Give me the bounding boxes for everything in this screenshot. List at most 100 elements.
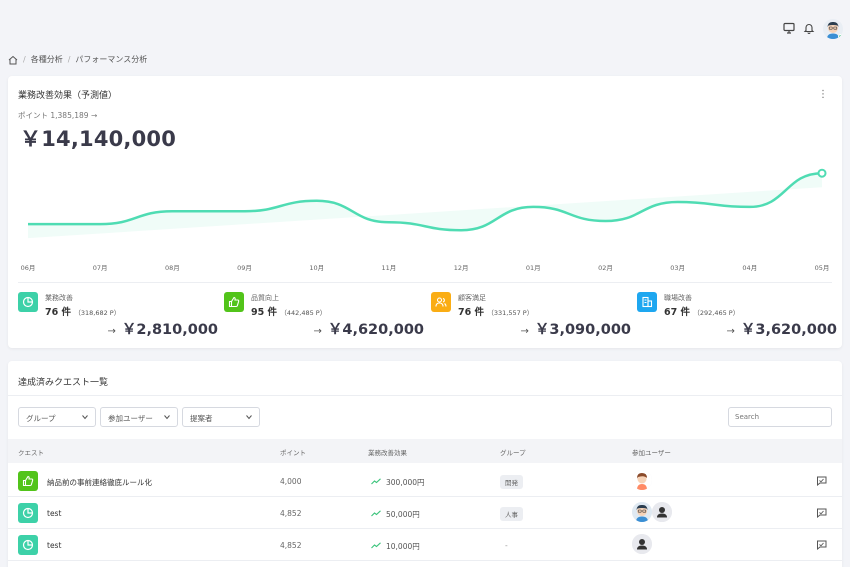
home-icon[interactable]	[8, 55, 18, 65]
monitor-icon[interactable]	[783, 22, 795, 34]
column-header-quest: クエスト	[18, 449, 44, 457]
stat-amount: → ￥2,810,000	[107, 318, 218, 339]
group-filter-select[interactable]: グループ	[18, 407, 96, 427]
quest-effect-value: 50,000円	[386, 510, 420, 519]
quest-name[interactable]: test	[47, 541, 62, 550]
pie-chart-icon	[18, 292, 38, 312]
improvement-summary-card: 業務改善効果（予測値） ⋮ ポイント 1,385,189 → ￥14,140,0…	[8, 76, 842, 348]
participant-avatar[interactable]	[632, 470, 652, 490]
quest-points: 4,000	[280, 477, 302, 486]
x-tick-label: 12月	[454, 264, 469, 272]
building-icon	[637, 292, 657, 312]
feedback-icon[interactable]	[816, 540, 827, 550]
x-tick-label: 07月	[93, 264, 108, 272]
proposer-filter-select[interactable]: 提案者	[182, 407, 260, 427]
quests-title: 達成済みクエスト一覧	[18, 378, 109, 388]
quest-effect: 300,000円	[371, 477, 425, 488]
participant-filter-select[interactable]: 参加ユーザー	[100, 407, 178, 427]
user-avatar[interactable]	[823, 19, 843, 39]
bell-icon[interactable]	[803, 22, 815, 34]
stat-name: 職場改善	[664, 294, 692, 302]
more-options-icon[interactable]: ⋮	[818, 89, 828, 100]
completed-quests-card: 達成済みクエスト一覧 グループ 参加ユーザー 提案者 クエスト ポイント 業務改…	[8, 361, 842, 567]
thumbs-up-icon	[18, 471, 38, 491]
proposer-filter-label: 提案者	[190, 414, 213, 423]
stat-count-value: 76 件	[45, 307, 72, 318]
chart-last-point[interactable]	[817, 168, 827, 178]
total-amount: ￥14,140,000	[20, 127, 177, 151]
points-total-link[interactable]: ポイント 1,385,189 →	[18, 111, 98, 120]
x-tick-label: 10月	[309, 264, 324, 272]
participant-avatars	[632, 470, 652, 490]
stat-3: 職場改善 67 件 （292,465 P） → ￥3,620,000	[637, 292, 837, 342]
trend-up-icon	[371, 478, 381, 485]
divider	[8, 395, 842, 396]
chevron-down-icon	[164, 415, 170, 420]
stat-points: （318,682 P）	[74, 309, 121, 317]
stat-count-value: 76 件	[458, 307, 485, 318]
breadcrumb-separator: /	[67, 55, 71, 64]
x-tick-label: 04月	[742, 264, 757, 272]
x-tick-label: 03月	[670, 264, 685, 272]
arrow-right-icon: →	[313, 326, 322, 337]
stat-amount: → ￥4,620,000	[313, 318, 424, 339]
quest-effect: 10,000円	[371, 541, 420, 552]
quest-effect: 50,000円	[371, 509, 420, 520]
participant-avatars	[632, 534, 652, 554]
stat-name: 業務改善	[45, 294, 73, 302]
thumbs-up-icon	[224, 292, 244, 312]
participant-filter-label: 参加ユーザー	[108, 414, 153, 423]
stat-0: 業務改善 76 件 （318,682 P） → ￥2,810,000	[18, 292, 218, 342]
stat-count: 67 件 （292,465 P）	[664, 304, 739, 318]
quest-name[interactable]: 納品前の事前連絡徹底ルール化	[47, 478, 152, 487]
table-row[interactable]: test 4,852 10,000円 -	[8, 529, 842, 561]
participant-avatar[interactable]	[632, 534, 652, 554]
improvement-trend-chart: 06月 07月 08月 09月 10月 11月 12月 01月 02月 03月 04月 05月	[21, 168, 830, 272]
users-icon	[431, 292, 451, 312]
group-filter-label: グループ	[26, 414, 56, 423]
quest-effect-value: 300,000円	[386, 478, 425, 487]
online-status-dot	[838, 34, 843, 39]
chart-series-line	[28, 171, 823, 232]
group-badge: 開発	[500, 475, 523, 489]
quest-effect-value: 10,000円	[386, 542, 420, 551]
feedback-icon[interactable]	[816, 508, 827, 518]
divider	[18, 282, 832, 283]
chevron-down-icon	[246, 415, 252, 420]
stat-amount-value: ￥3,090,000	[534, 322, 631, 338]
search-input[interactable]	[728, 407, 832, 427]
stat-points: （442,485 P）	[280, 309, 327, 317]
summary-title: 業務改善効果（予測値）	[18, 91, 118, 101]
participant-avatars	[632, 502, 672, 522]
quest-points: 4,852	[280, 541, 302, 550]
stat-amount: → ￥3,090,000	[520, 318, 631, 339]
group-badge: 人事	[500, 507, 523, 521]
pie-chart-icon	[18, 535, 38, 555]
participant-avatar[interactable]	[632, 502, 652, 522]
stat-points: （292,465 P）	[693, 309, 740, 317]
feedback-icon[interactable]	[816, 476, 827, 486]
x-tick-label: 05月	[815, 264, 830, 272]
stat-amount-value: ￥3,620,000	[740, 322, 837, 338]
breadcrumb-separator: /	[23, 55, 26, 64]
group-badge: -	[505, 541, 508, 550]
stat-amount-value: ￥4,620,000	[327, 322, 424, 338]
quest-name[interactable]: test	[47, 509, 62, 518]
pie-chart-icon	[18, 503, 38, 523]
x-tick-label: 01月	[526, 264, 541, 272]
arrow-right-icon: →	[107, 326, 116, 337]
quest-points: 4,852	[280, 509, 302, 518]
table-row[interactable]: test 4,852 50,000円 人事	[8, 497, 842, 529]
stat-count: 95 件 （442,485 P）	[251, 304, 326, 318]
column-header-effect: 業務改善効果	[368, 449, 407, 457]
stat-count-value: 95 件	[251, 307, 278, 318]
stat-2: 顧客満足 76 件 （331,557 P） → ￥3,090,000	[431, 292, 631, 342]
table-header: クエスト ポイント 業務改善効果 グループ 参加ユーザー	[8, 439, 842, 463]
breadcrumb-item-analysis[interactable]: 各種分析	[30, 55, 63, 64]
table-row[interactable]: 納品前の事前連絡徹底ルール化 4,000 300,000円 開発	[8, 465, 842, 497]
trend-up-icon	[371, 510, 381, 517]
arrow-right-icon: →	[726, 326, 735, 337]
column-header-group: グループ	[500, 449, 526, 457]
x-tick-label: 09月	[237, 264, 252, 272]
participant-avatar[interactable]	[652, 502, 672, 522]
